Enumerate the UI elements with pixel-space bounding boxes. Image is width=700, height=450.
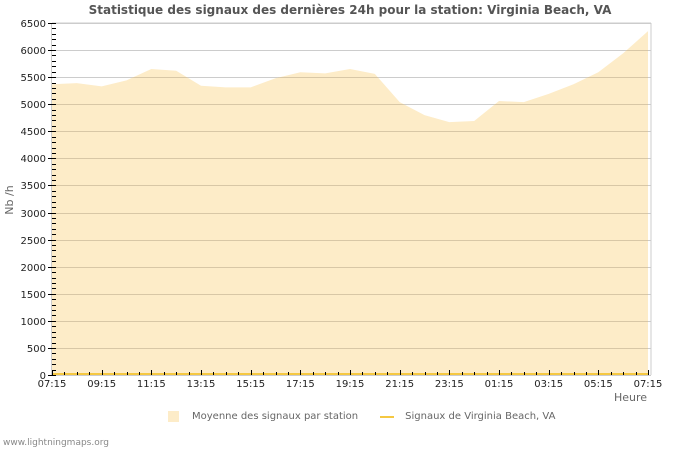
line-swatch-icon <box>380 415 395 418</box>
legend-label-station: Signaux de Virginia Beach, VA <box>405 411 556 422</box>
svg-text:3000: 3000 <box>21 209 46 220</box>
svg-text:09:15: 09:15 <box>87 379 116 390</box>
svg-text:21:15: 21:15 <box>385 379 414 390</box>
svg-text:4500: 4500 <box>21 127 46 138</box>
svg-text:13:15: 13:15 <box>187 379 216 390</box>
svg-text:15:15: 15:15 <box>236 379 265 390</box>
svg-text:2000: 2000 <box>21 263 46 274</box>
svg-text:2500: 2500 <box>21 236 46 247</box>
svg-text:5500: 5500 <box>21 73 46 84</box>
svg-text:01:15: 01:15 <box>485 379 514 390</box>
svg-text:5000: 5000 <box>21 100 46 111</box>
svg-text:500: 500 <box>27 344 46 355</box>
legend-item-station[interactable]: Signaux de Virginia Beach, VA <box>380 411 555 422</box>
legend-item-average[interactable]: Moyenne des signaux par station <box>168 411 358 422</box>
svg-text:1000: 1000 <box>21 317 46 328</box>
svg-text:0: 0 <box>40 371 46 382</box>
svg-text:6500: 6500 <box>21 19 46 30</box>
svg-text:07:15: 07:15 <box>38 379 67 390</box>
svg-text:19:15: 19:15 <box>336 379 365 390</box>
svg-text:17:15: 17:15 <box>286 379 315 390</box>
svg-text:1500: 1500 <box>21 290 46 301</box>
area-swatch-icon <box>168 411 179 422</box>
svg-text:05:15: 05:15 <box>584 379 613 390</box>
chart-title: Statistique des signaux des dernières 24… <box>88 3 612 17</box>
svg-text:23:15: 23:15 <box>435 379 464 390</box>
average-signals-area <box>52 31 648 375</box>
x-axis-title: Heure <box>614 391 647 404</box>
legend-label-average: Moyenne des signaux par station <box>192 411 359 422</box>
svg-text:3500: 3500 <box>21 181 46 192</box>
footer-site-link[interactable]: www.lightningmaps.org <box>3 438 109 448</box>
svg-text:11:15: 11:15 <box>137 379 166 390</box>
axes: 0 500 1000 1500 2000 2500 3000 3500 4000 4500 5000… <box>21 19 663 390</box>
y-axis-title: Nb /h <box>3 185 16 214</box>
svg-text:03:15: 03:15 <box>534 379 563 390</box>
svg-text:6000: 6000 <box>21 46 46 57</box>
svg-text:4000: 4000 <box>21 154 46 165</box>
svg-text:07:15: 07:15 <box>634 379 663 390</box>
legend: Moyenne des signaux par station Signaux … <box>168 411 577 422</box>
